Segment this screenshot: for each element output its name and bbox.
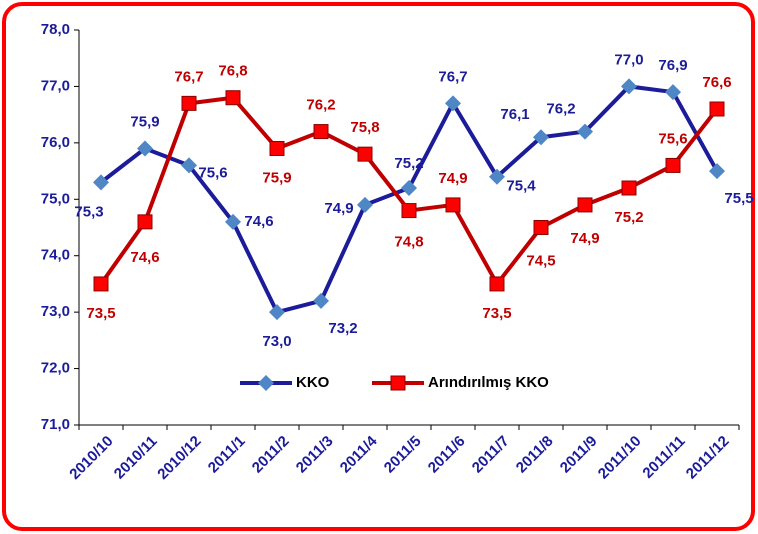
marker xyxy=(357,146,373,162)
marker xyxy=(137,140,153,157)
marker xyxy=(401,203,417,219)
marker xyxy=(225,213,241,230)
marker xyxy=(181,95,197,111)
data-label: 74,8 xyxy=(394,234,423,251)
legend-label: Arındırılmış KKO xyxy=(428,374,549,391)
marker xyxy=(181,157,197,174)
data-label: 74,6 xyxy=(130,249,159,266)
marker xyxy=(709,101,725,117)
data-label: 75,4 xyxy=(506,178,536,195)
marker xyxy=(577,123,593,140)
data-label: 76,8 xyxy=(218,63,247,80)
data-label: 74,5 xyxy=(526,252,555,269)
data-label: 74,9 xyxy=(570,230,599,247)
y-tick-label: 78,0 xyxy=(41,21,70,38)
marker xyxy=(533,220,549,235)
data-label: 75,5 xyxy=(724,190,753,207)
data-label: 73,0 xyxy=(262,333,291,350)
data-label: 75,8 xyxy=(350,119,379,136)
marker xyxy=(390,375,406,391)
data-label: 76,2 xyxy=(546,101,575,118)
data-label: 75,3 xyxy=(74,203,103,220)
data-label: 74,9 xyxy=(438,170,467,187)
marker xyxy=(489,276,505,292)
data-label: 76,6 xyxy=(702,74,731,91)
marker xyxy=(621,78,637,95)
data-label: 75,2 xyxy=(614,209,643,226)
data-label: 75,9 xyxy=(262,169,291,186)
y-tick-label: 74,0 xyxy=(41,247,70,264)
y-tick-label: 76,0 xyxy=(41,134,70,151)
y-tick-label: 77,0 xyxy=(41,77,70,94)
marker xyxy=(665,84,681,101)
marker xyxy=(489,168,505,185)
data-label: 75,9 xyxy=(130,113,159,130)
marker xyxy=(577,197,593,213)
data-label: 73,2 xyxy=(328,320,357,337)
data-label: 73,5 xyxy=(482,305,511,322)
marker xyxy=(313,124,329,140)
data-label: 76,2 xyxy=(306,97,335,114)
data-label: 75,6 xyxy=(198,164,227,181)
y-tick-label: 71,0 xyxy=(41,416,70,433)
marker xyxy=(258,375,274,391)
marker xyxy=(137,214,153,230)
data-label: 76,9 xyxy=(658,57,687,74)
data-label: 76,7 xyxy=(438,68,467,85)
data-label: 74,9 xyxy=(324,200,353,217)
marker xyxy=(225,90,241,106)
marker xyxy=(93,174,109,191)
marker xyxy=(269,304,285,321)
data-label: 76,1 xyxy=(500,106,529,123)
data-label: 77,0 xyxy=(614,51,643,68)
y-tick-label: 75,0 xyxy=(41,190,70,207)
data-label: 73,5 xyxy=(86,305,115,322)
marker xyxy=(709,163,725,180)
data-label: 75,2 xyxy=(394,155,423,172)
y-tick-label: 73,0 xyxy=(41,303,70,320)
marker xyxy=(93,276,109,292)
data-label: 74,6 xyxy=(244,213,273,230)
marker xyxy=(445,95,461,112)
marker xyxy=(533,129,549,146)
data-label: 75,6 xyxy=(658,130,687,147)
marker xyxy=(445,197,461,213)
data-label: 76,7 xyxy=(174,68,203,85)
marker xyxy=(401,180,417,196)
marker xyxy=(269,141,285,156)
legend-label: KKO xyxy=(296,374,330,391)
marker xyxy=(357,196,373,213)
y-tick-label: 72,0 xyxy=(41,360,70,377)
marker xyxy=(313,292,329,309)
marker xyxy=(665,157,681,173)
marker xyxy=(621,180,637,196)
